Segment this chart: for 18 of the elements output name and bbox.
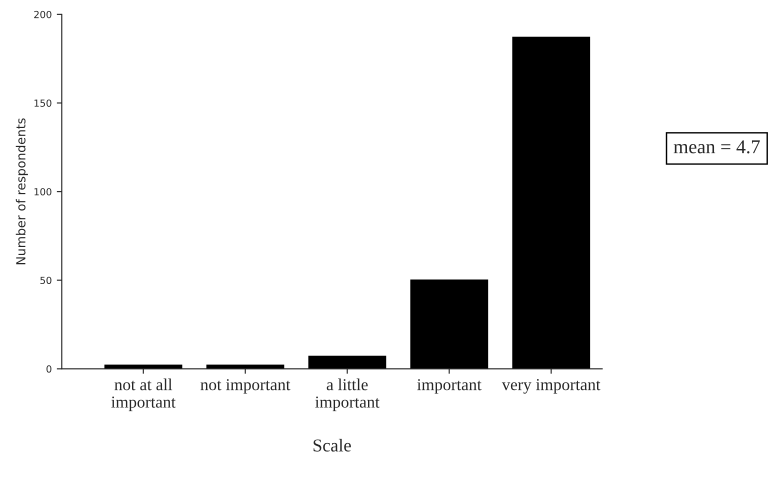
bar xyxy=(206,364,284,369)
x-tick-label: not important xyxy=(200,379,290,394)
y-tick-label: 0 xyxy=(46,365,52,373)
y-tick-label: 50 xyxy=(40,276,52,284)
y-tick-label: 200 xyxy=(34,10,52,18)
y-tick-label: 100 xyxy=(34,188,52,196)
bar xyxy=(512,36,590,369)
x-axis-title: Scale xyxy=(314,438,351,452)
bar xyxy=(308,356,386,369)
y-tick-label: 150 xyxy=(34,99,52,107)
x-tick-label: important xyxy=(417,379,482,394)
bar xyxy=(104,364,182,369)
text: mean = 4.7 xyxy=(674,140,760,154)
bar xyxy=(410,280,488,369)
x-tick-label: a little important xyxy=(315,378,380,412)
x-tick-label: not at all important xyxy=(111,378,176,412)
x-tick-label: very important xyxy=(502,379,600,394)
y-axis-title: Number of respondents xyxy=(16,118,28,264)
